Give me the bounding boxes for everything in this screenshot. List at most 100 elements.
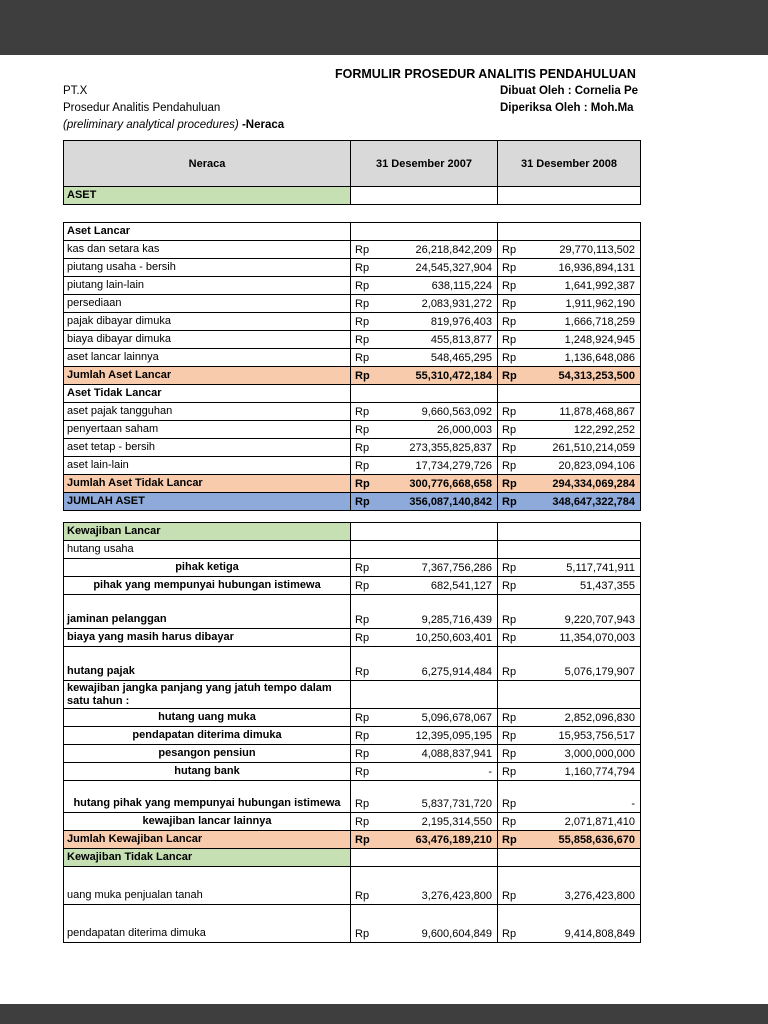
- row-value-2007: Rp 7,367,756,286: [350, 558, 498, 577]
- row-value-2008: Rp 1,248,924,945: [497, 330, 641, 349]
- sheet-row: Jumlah Kewajiban Lancar Rp 63,476,189,210 R…: [63, 830, 641, 849]
- amount: 1,641,992,387: [564, 279, 635, 292]
- currency-symbol: Rp: [355, 711, 370, 724]
- row-value-2007: Rp 26,218,842,209: [350, 240, 498, 259]
- row-label: hutang uang muka: [63, 708, 351, 727]
- row-value-2008: Rp 2,071,871,410: [497, 812, 641, 831]
- amount: 16,936,894,131: [558, 261, 635, 274]
- currency-symbol: Rp: [502, 423, 517, 436]
- row-label: persediaan: [63, 294, 351, 313]
- row-label: pajak dibayar dimuka: [63, 312, 351, 331]
- currency-symbol: Rp: [502, 765, 517, 778]
- sheet-row: Aset Lancar: [63, 222, 641, 241]
- currency-symbol: Rp: [355, 333, 370, 346]
- table-header-row: Neraca 31 Desember 2007 31 Desember 2008: [63, 140, 641, 187]
- row-value-2007: Rp 356,087,140,842: [350, 492, 498, 511]
- currency-symbol: Rp: [355, 815, 370, 828]
- row-value-2008: Rp 9,220,707,943: [497, 594, 641, 629]
- currency-symbol: Rp: [502, 351, 517, 364]
- amount: 9,660,563,092: [421, 405, 492, 418]
- currency-symbol: Rp: [502, 495, 517, 508]
- row-value-2008: Rp 11,878,468,867: [497, 402, 641, 421]
- amount: 29,770,113,502: [559, 243, 635, 256]
- row-label: kas dan setara kas: [63, 240, 351, 259]
- form-title: FORMULIR PROSEDUR ANALITIS PENDAHULUAN: [335, 67, 636, 81]
- sheet-row: aset lain-lain Rp 17,734,279,726 Rp 20,823,0…: [63, 456, 641, 475]
- row-label: hutang pajak: [63, 646, 351, 681]
- amount: 6,275,914,484: [421, 666, 492, 678]
- currency-symbol: Rp: [502, 297, 517, 310]
- sheet-row: persediaan Rp 2,083,931,272 Rp 1,911,962,190: [63, 294, 641, 313]
- row-value-2008: Rp 20,823,094,106: [497, 456, 641, 475]
- row-label: pihak yang mempunyai hubungan istimewa: [63, 576, 351, 595]
- sheet-row: Aset Tidak Lancar: [63, 384, 641, 403]
- row-label: hutang bank: [63, 762, 351, 781]
- col-header-2007: 31 Desember 2007: [350, 140, 498, 187]
- amount: 4,088,837,941: [421, 747, 492, 760]
- sheet-row: hutang usaha: [63, 540, 641, 559]
- amount: 5,076,179,907: [564, 666, 635, 678]
- row-value-2007: [350, 522, 498, 541]
- amount: 1,160,774,794: [564, 765, 635, 778]
- row-label: aset tetap - bersih: [63, 438, 351, 457]
- sheet-row: jaminan pelanggan Rp 9,285,716,439 Rp 9,220,…: [63, 594, 641, 629]
- row-value-2008: Rp 3,276,423,800: [497, 866, 641, 905]
- currency-symbol: Rp: [355, 243, 370, 256]
- row-value-2008: Rp 1,666,718,259: [497, 312, 641, 331]
- amount: 2,071,871,410: [564, 815, 635, 828]
- currency-symbol: Rp: [355, 614, 370, 626]
- row-label: Kewajiban Lancar: [63, 522, 351, 541]
- row-value-2008: [498, 511, 641, 523]
- amount: 3,276,423,800: [564, 890, 635, 902]
- row-label: Jumlah Aset Lancar: [63, 366, 351, 385]
- row-value-2007: Rp 12,395,095,195: [350, 726, 498, 745]
- currency-symbol: Rp: [502, 369, 517, 382]
- viewer-top-margin: [0, 0, 768, 55]
- row-value-2007: Rp 455,813,877: [350, 330, 498, 349]
- row-label: piutang lain-lain: [63, 276, 351, 295]
- row-value-2008: Rp 294,334,069,284: [497, 474, 641, 493]
- sheet-row: hutang pajak Rp 6,275,914,484 Rp 5,076,179,9…: [63, 646, 641, 681]
- sheet-row: penyertaan saham Rp 26,000,003 Rp 122,292,25…: [63, 420, 641, 439]
- amount: 10,250,603,401: [415, 631, 492, 644]
- currency-symbol: Rp: [355, 666, 370, 678]
- row-value-2008: Rp 2,852,096,830: [497, 708, 641, 727]
- row-value-2008: Rp 54,313,253,500: [497, 366, 641, 385]
- currency-symbol: Rp: [502, 279, 517, 292]
- sheet-row: pihak yang mempunyai hubungan istimewa Rp…: [63, 576, 641, 595]
- row-label: pesangon pensiun: [63, 744, 351, 763]
- procedure-subtitle: Prosedur Analitis Pendahuluan: [63, 102, 221, 114]
- amount: 1,136,648,086: [564, 351, 635, 364]
- amount: 348,647,322,784: [552, 495, 635, 508]
- row-value-2008: Rp 5,076,179,907: [497, 646, 641, 681]
- row-label: pihak ketiga: [63, 558, 351, 577]
- sheet-row: aset pajak tangguhan Rp 9,660,563,092 Rp 11,…: [63, 402, 641, 421]
- sheet-row: Jumlah Aset Tidak Lancar Rp 300,776,668,65…: [63, 474, 641, 493]
- amount: 9,285,716,439: [421, 614, 492, 626]
- amount: 5,096,678,067: [421, 711, 492, 724]
- amount: 20,823,094,106: [558, 459, 635, 472]
- row-value-2007: Rp 24,545,327,904: [350, 258, 498, 277]
- amount: 261,510,214,059: [552, 441, 635, 454]
- currency-symbol: Rp: [355, 798, 370, 810]
- row-label: hutang pihak yang mempunyai hubungan ist…: [63, 780, 351, 813]
- amount: 356,087,140,842: [409, 495, 492, 508]
- sheet-row: pihak ketiga Rp 7,367,756,286 Rp 5,117,741,9…: [63, 558, 641, 577]
- sheet-row: kewajiban jangka panjang yang jatuh temp…: [63, 680, 641, 709]
- row-value-2008: Rp 1,911,962,190: [497, 294, 641, 313]
- row-value-2008: [498, 205, 641, 223]
- currency-symbol: Rp: [502, 477, 517, 490]
- amount: 55,310,472,184: [415, 369, 492, 382]
- row-value-2007: Rp 273,355,825,837: [350, 438, 498, 457]
- row-label: piutang usaha - bersih: [63, 258, 351, 277]
- amount: -: [631, 798, 635, 810]
- amount: 2,083,931,272: [421, 297, 492, 310]
- amount: 819,976,403: [430, 315, 492, 328]
- currency-symbol: Rp: [355, 890, 370, 902]
- row-value-2008: [497, 848, 641, 867]
- currency-symbol: Rp: [355, 459, 370, 472]
- amount: 24,545,327,904: [415, 261, 492, 274]
- amount: 9,600,604,849: [421, 928, 492, 940]
- currency-symbol: Rp: [502, 333, 517, 346]
- row-value-2008: Rp 5,117,741,911: [497, 558, 641, 577]
